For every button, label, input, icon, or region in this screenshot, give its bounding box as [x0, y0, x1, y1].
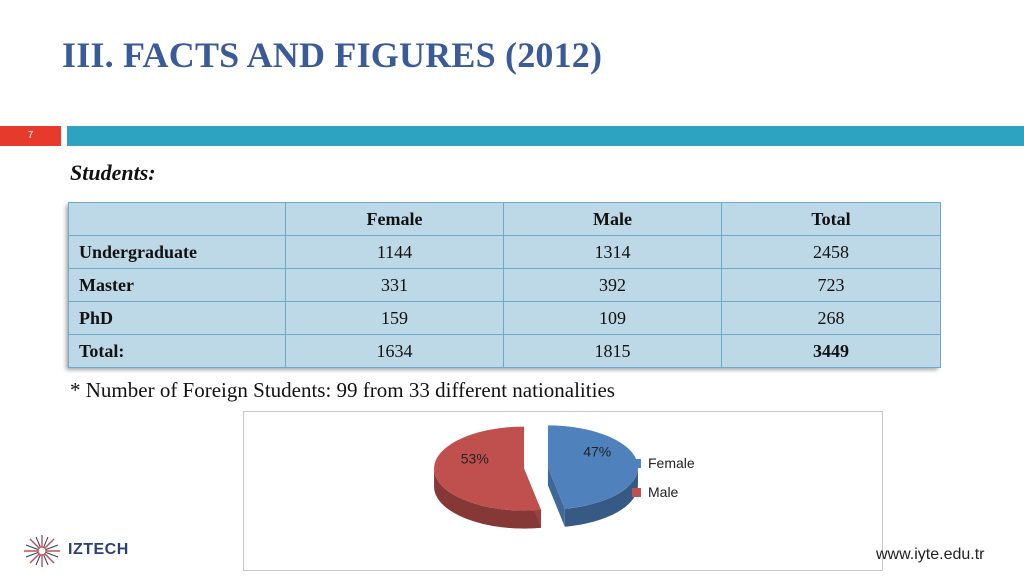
iztech-logo-icon	[24, 535, 60, 567]
page-title: III. FACTS AND FIGURES (2012)	[62, 35, 603, 75]
slide-number-bar	[0, 126, 61, 146]
legend-label-male: Male	[648, 484, 679, 500]
female-cell: 1634	[285, 334, 504, 368]
pie-label-female: 47%	[583, 443, 611, 459]
row-label: Undergraduate	[68, 235, 286, 269]
logo-text: IZTECH	[68, 541, 129, 558]
row-label: Master	[68, 268, 286, 302]
table-header-row: Female Male Total	[68, 202, 941, 236]
row-label: Total:	[68, 334, 286, 368]
total-cell: 3449	[721, 334, 941, 368]
pie-slice-side-male	[434, 468, 541, 529]
total-cell: 268	[721, 301, 941, 335]
legend-label-female: Female	[648, 455, 695, 471]
male-cell: 1314	[503, 235, 722, 269]
table-row: PhD 159 109 268	[68, 301, 941, 335]
pie-chart-svg: 47% 53% Female Male	[434, 425, 695, 529]
students-table: Female Male Total Undergraduate 1144 131…	[68, 202, 941, 368]
pie-slice-male	[434, 426, 541, 511]
pie-slice-female	[547, 425, 638, 509]
female-cell: 331	[285, 268, 504, 302]
footer-url: www.iyte.edu.tr	[876, 546, 985, 563]
gender-pie-chart: 47% 53% Female Male	[243, 411, 883, 571]
foreign-students-note: * Number of Foreign Students: 99 from 33…	[70, 378, 615, 402]
header-divider-bar	[67, 126, 1024, 146]
header-cell-male: Male	[503, 202, 722, 236]
female-cell: 159	[285, 301, 504, 335]
header-cell-female: Female	[285, 202, 504, 236]
total-cell: 2458	[721, 235, 941, 269]
header-cell-empty	[68, 202, 286, 236]
table-row: Undergraduate 1144 1314 2458	[68, 235, 941, 269]
male-cell: 109	[503, 301, 722, 335]
table-row: Total: 1634 1815 3449	[68, 334, 941, 368]
male-cell: 392	[503, 268, 722, 302]
female-cell: 1144	[285, 235, 504, 269]
slide-number: 7	[27, 130, 34, 141]
legend-swatch-female	[632, 459, 641, 468]
total-cell: 723	[721, 268, 941, 302]
male-cell: 1815	[503, 334, 722, 368]
legend-swatch-male	[632, 488, 641, 497]
header-cell-total: Total	[721, 202, 941, 236]
table-row: Master 331 392 723	[68, 268, 941, 302]
section-subtitle: Students:	[70, 160, 156, 185]
row-label: PhD	[68, 301, 286, 335]
pie-label-male: 53%	[461, 451, 489, 467]
pie-slice-wall-female	[547, 467, 565, 527]
pie-slice-side-female	[564, 467, 638, 527]
